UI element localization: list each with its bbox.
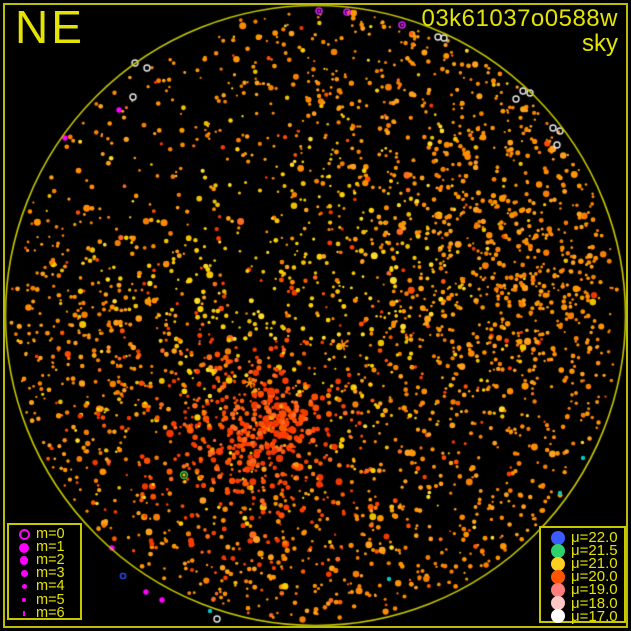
dash-marker [12,610,36,616]
mu-legend-label: μ=22.0 [571,529,618,547]
magnitude-legend-row: m=5 [12,591,78,608]
mu-legend-label: μ=18.0 [571,594,618,612]
dot-marker [12,542,36,553]
mu-legend-row: μ=19.0 [544,581,622,599]
mu-legend-label: μ=19.0 [571,581,618,599]
magnitude-legend-label: m=5 [36,591,65,608]
mu-legend-row: μ=20.0 [544,568,622,586]
magnitude-legend-label: m=0 [36,526,65,543]
mu-legend-row: μ=21.0 [544,555,622,573]
magnitude-legend-row: m=2 [12,552,78,569]
magnitude-legend-label: m=4 [36,578,65,595]
open-circle-marker [12,529,36,541]
magnitude-legend-label: m=6 [36,604,65,621]
dot-marker [544,530,571,545]
dot-marker [544,569,571,584]
dot-marker [12,570,36,578]
surface-brightness-legend: μ=22.0 μ=21.5 μ=21.0 μ=20.0 μ=19.0 μ=18.0 μ=17… [539,526,626,625]
dot-marker [12,584,36,590]
magnitude-legend-row: m=4 [12,578,78,595]
dot-marker [12,598,36,602]
magnitude-legend-label: m=2 [36,552,65,569]
dot-marker [12,556,36,565]
mu-legend-label: μ=21.0 [571,555,618,573]
mu-legend-label: μ=17.0 [571,607,618,625]
mu-legend-row: μ=17.0 [544,607,622,625]
title-block: 03k61037o0588w sky [421,5,618,58]
mu-legend-row: μ=21.5 [544,542,622,560]
mu-legend-label: μ=20.0 [571,568,618,586]
mu-legend-label: μ=21.5 [571,542,618,560]
mu-legend-row: μ=18.0 [544,594,622,612]
page-subtitle: sky [582,30,618,57]
mu-legend-row: μ=22.0 [544,529,622,547]
magnitude-legend-row: m=6 [12,604,78,621]
page-title: 03k61037o0588w [421,5,618,32]
magnitude-legend: m=0 m=1 m=2 m=3 m=4 m=5 m=6 [7,523,82,620]
corner-label-ne: NE [15,1,85,53]
dot-marker [544,543,571,558]
magnitude-legend-label: m=3 [36,565,65,582]
dot-marker [544,609,571,624]
magnitude-legend-label: m=1 [36,539,65,556]
magnitude-legend-row: m=3 [12,565,78,582]
dot-marker [544,556,571,571]
magnitude-legend-row: m=1 [12,539,78,556]
dot-marker [544,596,571,611]
magnitude-legend-row: m=0 [12,526,78,543]
dot-marker [544,582,571,597]
